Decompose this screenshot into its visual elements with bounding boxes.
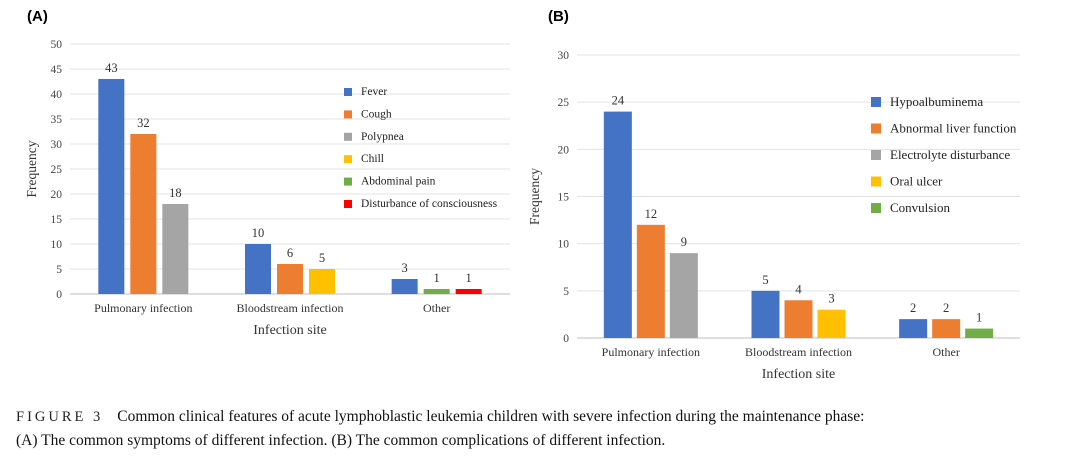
chart-b-legend-swatch	[871, 176, 881, 187]
chart-a-bar-fever-3	[391, 279, 418, 294]
chart-a-x-tick-label: Bloodstream infection	[237, 301, 344, 315]
chart-a-legend-label: Disturbance of consciousness	[361, 198, 498, 210]
chart-b-bar-hypoalbuminema-1	[603, 111, 632, 338]
caption-line-1: FIGURE 3 Common clinical features of acut…	[16, 405, 1066, 429]
chart-b-data-label: 12	[645, 207, 658, 221]
chart-b-data-label: 2	[910, 301, 916, 315]
chart-b-data-label: 5	[762, 273, 768, 287]
chart-a-legend-swatch	[344, 88, 352, 96]
chart-a-y-tick-label: 50	[51, 39, 63, 51]
chart-a-data-label: 43	[105, 61, 118, 75]
chart-a-bar-fever-1	[98, 79, 125, 294]
chart-b-x-axis-title: Infection site	[762, 367, 835, 382]
chart-a-bar-cough-2	[277, 264, 303, 294]
chart-b-bar-hypoalbuminema-3	[899, 319, 928, 338]
panel-label-a: (A)	[27, 8, 48, 25]
chart-b-y-tick-label: 5	[563, 286, 569, 298]
figure-label: FIGURE 3	[16, 409, 104, 425]
chart-b-legend-label: Electrolyte disturbance	[890, 147, 1010, 162]
chart-a-legend-label: Chill	[361, 153, 384, 165]
chart-b-legend-swatch	[871, 97, 881, 107]
chart-a-data-label: 3	[402, 261, 408, 275]
chart-panel-a: (A) 0 5 10 15 20 25 30 35 40 45 50 43 32 18 Pulmonary …	[0, 0, 525, 395]
chart-b-legend-label: Oral ulcer	[890, 174, 943, 189]
chart-b-data-label: 9	[681, 235, 687, 249]
chart-a-legend-swatch	[344, 155, 352, 164]
chart-b-legend-swatch	[871, 123, 881, 134]
chart-a-y-tick-label: 5	[56, 264, 62, 276]
chart-b-y-tick-label: 25	[558, 97, 570, 109]
chart-a-legend-swatch	[344, 132, 352, 141]
chart-a-legend-label: Cough	[361, 108, 392, 120]
chart-b-data-label: 3	[828, 292, 834, 306]
chart-b-bar-abnormal-liver-function-3	[932, 319, 961, 338]
chart-a-legend-swatch	[344, 177, 352, 186]
chart-b-y-tick-label: 0	[563, 333, 569, 345]
chart-a-bar-chill-2	[309, 269, 335, 294]
chart-a-legend-label: Fever	[361, 86, 387, 98]
chart-a-data-label: 1	[466, 271, 472, 285]
figure-caption: FIGURE 3 Common clinical features of acut…	[16, 405, 1066, 452]
chart-a-y-tick-label: 0	[56, 289, 62, 301]
chart-a-x-tick-label: Other	[423, 301, 450, 315]
chart-b-data-label: 1	[976, 311, 982, 325]
chart-a-x-tick-label: Pulmonary infection	[94, 301, 192, 315]
chart-a-y-tick-label: 15	[51, 214, 63, 226]
chart-b-legend-swatch	[871, 150, 881, 160]
panel-label-b: (B)	[548, 8, 569, 25]
chart-b-y-tick-label: 30	[558, 50, 570, 62]
chart-b-x-tick-label: Other	[933, 345, 960, 359]
chart-a-y-tick-label: 45	[51, 64, 63, 76]
chart-a-data-label: 32	[137, 116, 150, 130]
chart-a-y-tick-label: 10	[51, 239, 63, 251]
chart-a-bar-disturbance-of-consciousness-3	[455, 289, 482, 294]
chart-b-y-tick-label: 20	[558, 144, 570, 156]
chart-a-bar-fever-2	[245, 244, 271, 294]
chart-b-bar-abnormal-liver-function-1	[636, 224, 665, 338]
chart-b-y-axis-title: Frequency	[527, 168, 542, 225]
chart-b-bar-electrolyte-disturbance-1	[669, 253, 698, 338]
chart-a-x-axis-title: Infection site	[253, 323, 326, 338]
chart-a-bar-cough-1	[130, 134, 157, 294]
chart-b-bar-abnormal-liver-function-2	[784, 300, 813, 338]
chart-b-bar-hypoalbuminema-2	[751, 290, 780, 338]
chart-a-legend-label: Polypnea	[361, 131, 404, 143]
chart-a-y-tick-label: 40	[51, 89, 63, 101]
chart-b-legend-label: Hypoalbuminema	[890, 94, 983, 109]
chart-panel-b: (B) 0 5 10 15 20 25 30 24 12 9 Pulmonary infection…	[525, 0, 1080, 395]
chart-a-bar-abdominal-pain-3	[423, 289, 450, 294]
chart-a-y-tick-label: 35	[51, 114, 63, 126]
chart-a-y-tick-label: 30	[51, 139, 63, 151]
chart-a-data-label: 10	[252, 226, 265, 240]
chart-b-y-tick-label: 15	[558, 192, 570, 204]
chart-a-legend-swatch	[344, 110, 352, 119]
chart-b-y-tick-label: 10	[558, 239, 570, 251]
chart-b-bar-convulsion-3	[965, 328, 994, 338]
chart-b-x-tick-label: Bloodstream infection	[745, 345, 852, 359]
chart-a-data-label: 1	[434, 271, 440, 285]
chart-a-y-tick-label: 25	[51, 164, 63, 176]
chart-a-legend-swatch	[344, 200, 352, 208]
chart-b-data-label: 2	[943, 301, 949, 315]
chart-a-bar-polypnea-1	[162, 204, 189, 294]
chart-b-data-label: 24	[612, 94, 625, 108]
chart-b-legend-swatch	[871, 203, 881, 213]
chart-a-y-tick-label: 20	[51, 189, 63, 201]
chart-b-bar-oral-ulcer-2	[817, 309, 846, 338]
chart-b-legend-label: Convulsion	[890, 200, 950, 215]
chart-a-y-axis-title: Frequency	[24, 140, 39, 197]
chart-b-legend-label: Abnormal liver function	[890, 121, 1017, 136]
chart-a-data-label: 6	[287, 246, 293, 260]
chart-b-x-tick-label: Pulmonary infection	[602, 345, 700, 359]
chart-b-data-label: 4	[795, 282, 802, 296]
chart-a-legend-label: Abdominal pain	[361, 176, 436, 188]
chart-a-data-label: 5	[319, 251, 325, 265]
caption-text-1: Common clinical features of acute lympho…	[117, 408, 865, 425]
caption-line-2: (A) The common symptoms of different inf…	[16, 432, 666, 449]
chart-a-data-label: 18	[169, 186, 182, 200]
